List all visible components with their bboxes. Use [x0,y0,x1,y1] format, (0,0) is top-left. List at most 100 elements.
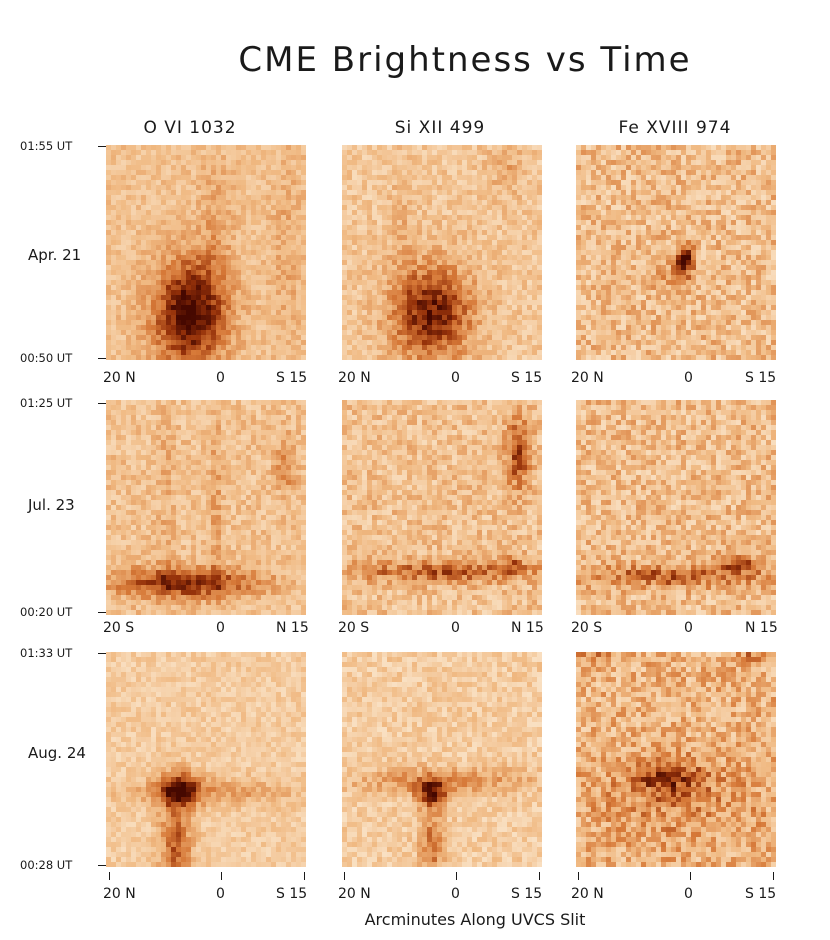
heatmap-cell [766,185,772,191]
heatmap-cell [746,320,752,326]
heatmap-cell [686,325,692,331]
heatmap-cell [716,295,722,301]
heatmap-cell [756,175,762,181]
heatmap-cell [641,170,647,176]
heatmap-cell [581,160,587,166]
heatmap-cell [392,330,398,336]
heatmap-cell [402,295,408,301]
heatmap-cell [176,230,182,236]
heatmap-cell [296,280,302,286]
heatmap-cell [761,270,767,276]
heatmap-cell [691,290,697,296]
heatmap-cell [746,280,752,286]
heatmap-cell [397,180,403,186]
heatmap-cell [716,320,722,326]
heatmap-cell [231,165,237,171]
heatmap-cell [397,160,403,166]
heatmap-cell [601,290,607,296]
heatmap-cell [721,305,727,311]
heatmap-cell [417,330,423,336]
heatmap-cell [141,285,147,291]
heatmap-cell [256,205,262,211]
heatmap-cell [372,145,378,151]
heatmap-cell [656,190,662,196]
heatmap-cell [477,240,483,246]
heatmap-cell [502,275,508,281]
heatmap-cell [527,250,533,256]
heatmap-cell [186,310,192,316]
heatmap-cell [196,320,202,326]
heatmap-cell [661,200,667,206]
heatmap-cell [241,155,247,161]
heatmap-cell [392,215,398,221]
heatmap-cell [766,270,772,276]
heatmap-cell [756,230,762,236]
heatmap-cell [761,150,767,156]
heatmap-cell [286,300,292,306]
heatmap-cell [191,235,197,241]
heatmap-cell [771,220,776,226]
heatmap-cell [281,295,287,301]
heatmap-cell [422,335,428,341]
heatmap-cell [502,195,508,201]
heatmap-cell [686,260,692,266]
heatmap-cell [226,145,232,151]
heatmap-cell [611,190,617,196]
heatmap-cell [716,255,722,261]
heatmap-cell [766,215,772,221]
heatmap-cell [611,300,617,306]
heatmap-cell [397,210,403,216]
heatmap-cell [256,260,262,266]
heatmap-cell [246,275,252,281]
heatmap-cell [457,255,463,261]
heatmap-cell [517,200,523,206]
heatmap-cell [581,235,587,241]
heatmap-cell [492,285,498,291]
heatmap-cell [241,270,247,276]
heatmap-cell [367,295,373,301]
heatmap-cell [502,240,508,246]
heatmap-cell [641,235,647,241]
heatmap-cell [377,300,383,306]
heatmap-cell [342,200,348,206]
heatmap-cell [447,295,453,301]
heatmap-cell [291,175,297,181]
heatmap-cell [432,260,438,266]
heatmap-cell [417,225,423,231]
heatmap-cell [116,170,122,176]
heatmap-cell [691,170,697,176]
heatmap-cell [611,230,617,236]
heatmap-cell [201,275,207,281]
heatmap-cell [417,190,423,196]
heatmap-cell [352,190,358,196]
heatmap-cell [472,210,478,216]
heatmap-cell [626,185,632,191]
heatmap-cell [487,225,493,231]
heatmap-cell [151,350,157,356]
heatmap-cell [231,160,237,166]
heatmap-cell [621,205,627,211]
heatmap-cell [517,190,523,196]
heatmap-cell [236,150,242,156]
heatmap-cell [181,145,187,151]
heatmap-cell [407,320,413,326]
heatmap-cell [141,300,147,306]
heatmap-cell [721,315,727,321]
heatmap-cell [661,280,667,286]
heatmap-cell [611,295,617,301]
heatmap-cell [457,240,463,246]
heatmap-cell [146,340,152,346]
heatmap-cell [766,150,772,156]
heatmap-cell [596,260,602,266]
heatmap-cell [442,180,448,186]
heatmap-cell [121,155,127,161]
heatmap-cell [771,290,776,296]
heatmap-cell [161,270,167,276]
heatmap-cell [246,245,252,251]
heatmap-cell [382,180,388,186]
heatmap-cell [601,325,607,331]
heatmap-cell [186,195,192,201]
heatmap-cell [412,155,418,161]
heatmap-cell [407,235,413,241]
heatmap-cell [756,325,762,331]
